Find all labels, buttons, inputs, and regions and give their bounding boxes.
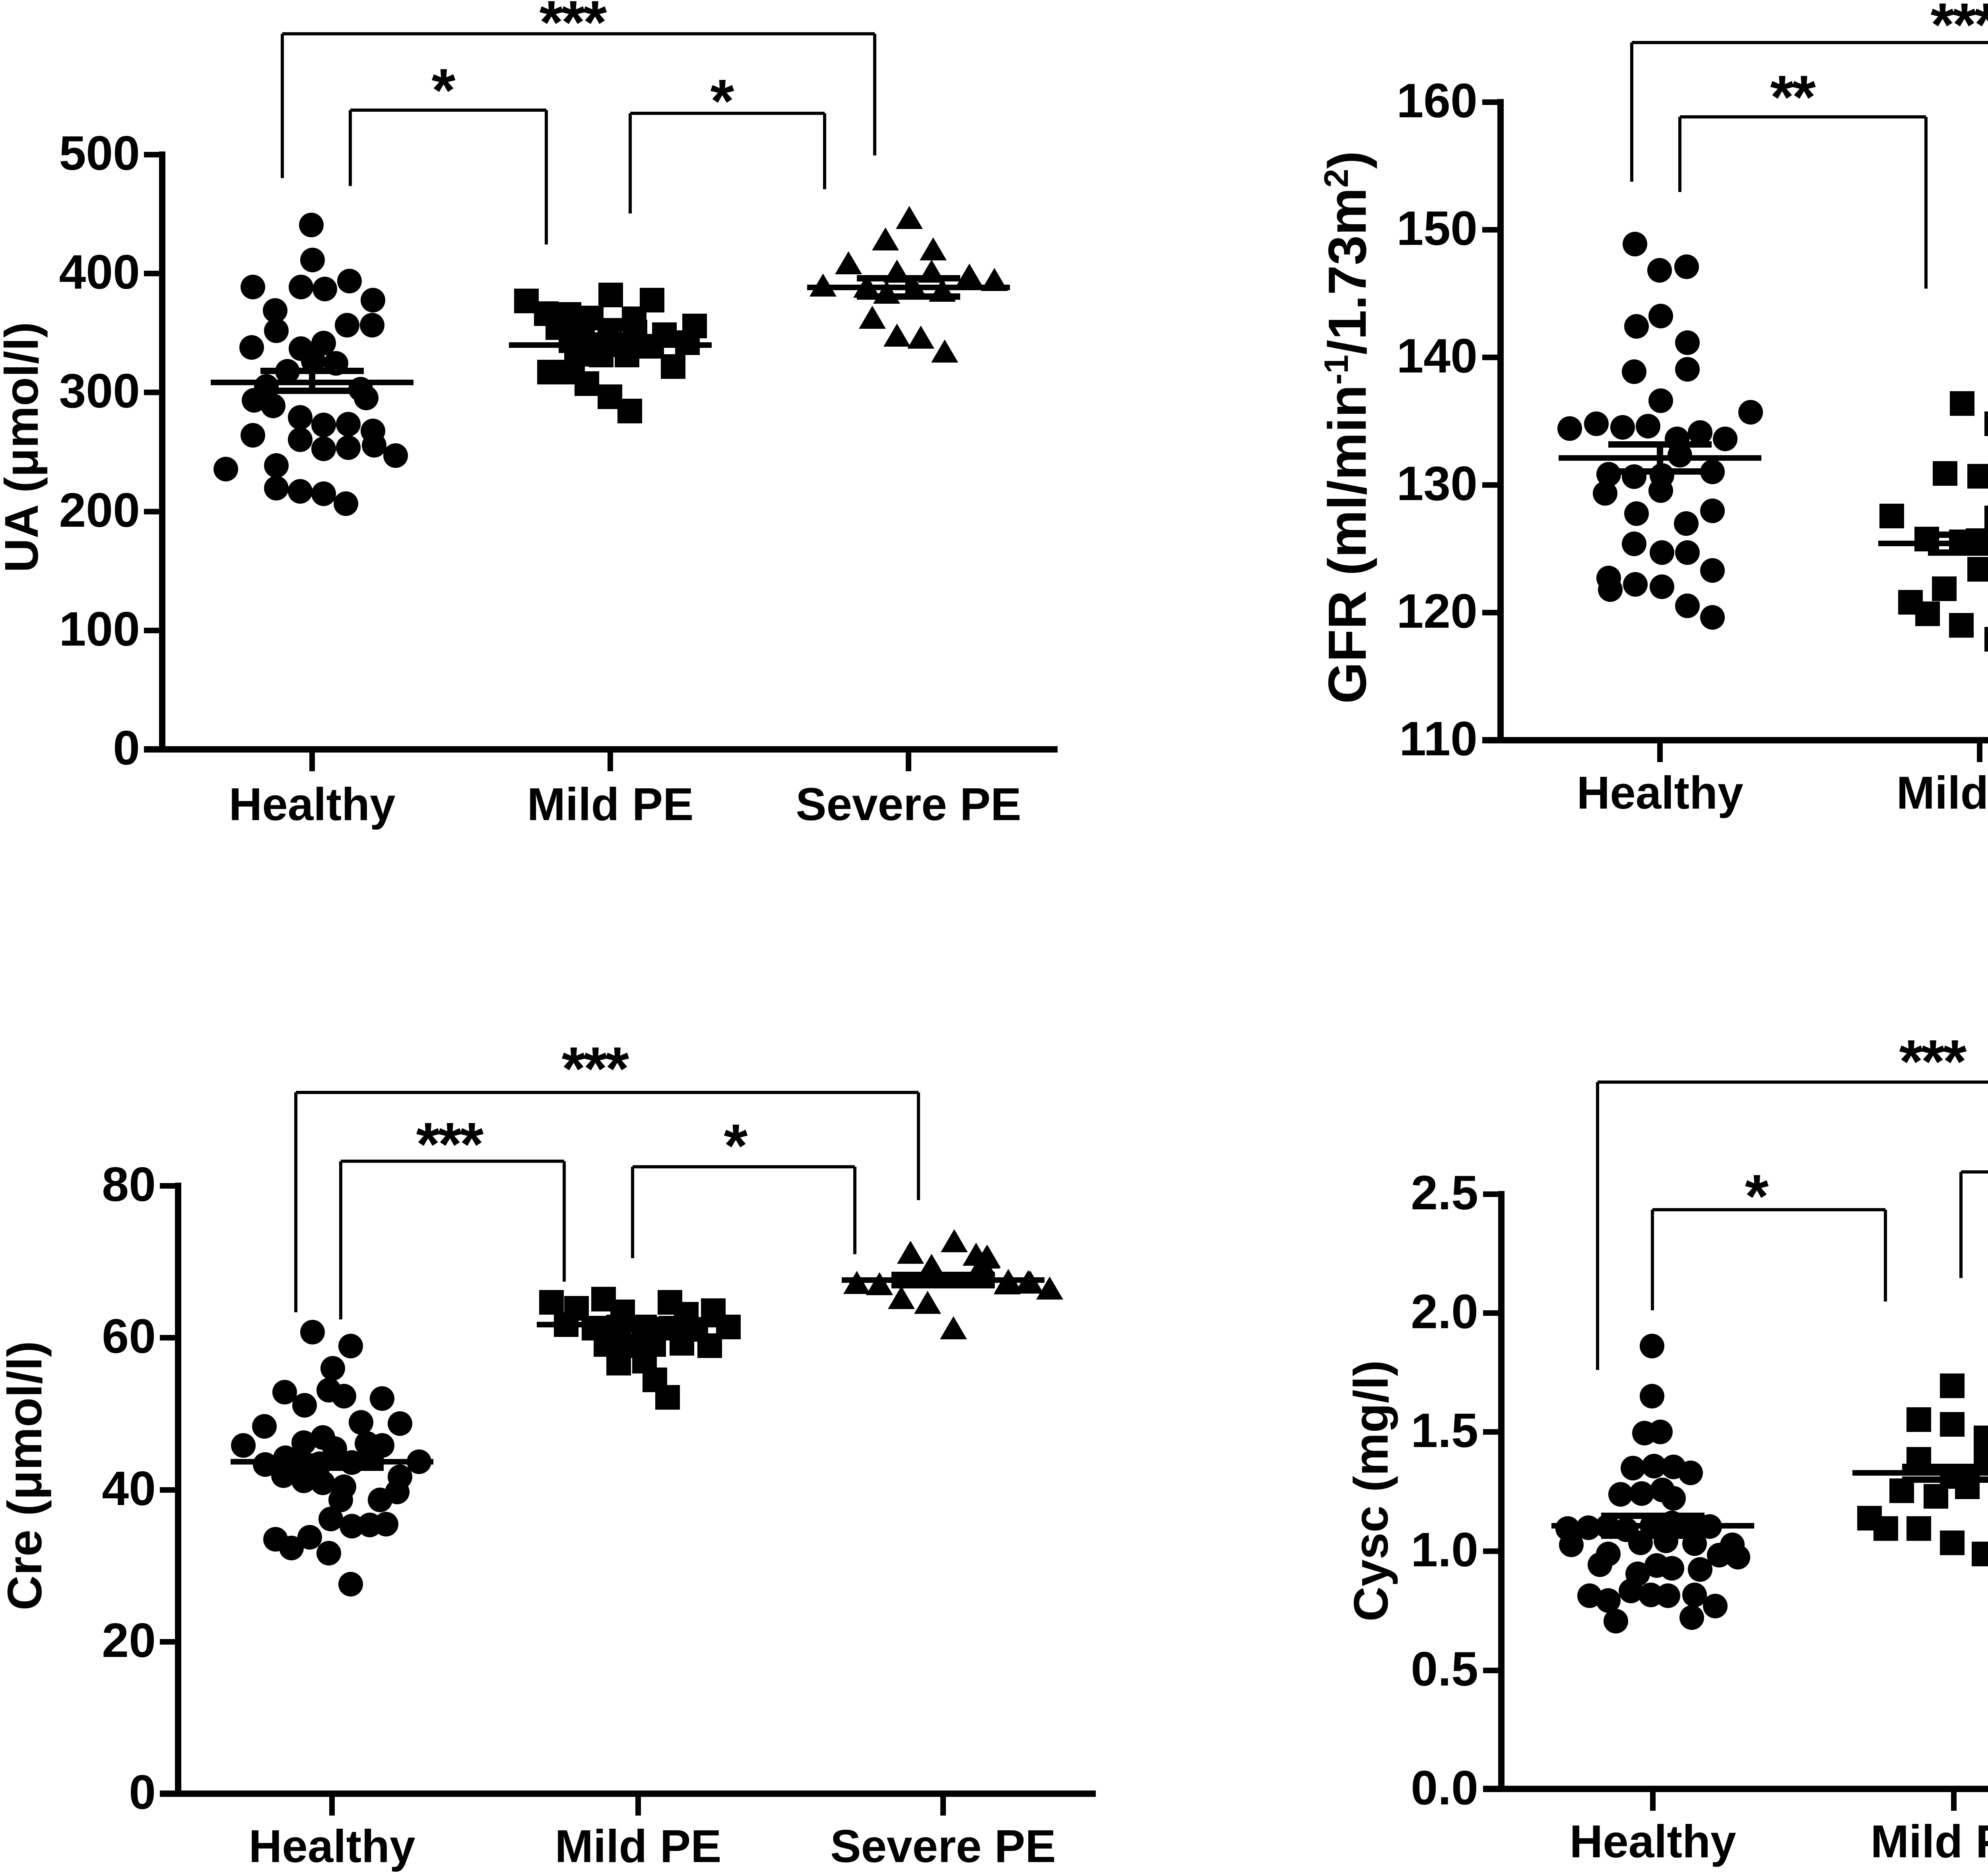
- svg-text:Cre (μmol/l): Cre (μmol/l): [0, 1341, 52, 1610]
- svg-text:Severe PE: Severe PE: [830, 1820, 1056, 1872]
- svg-text:***: ***: [416, 1110, 484, 1178]
- svg-text:Healthy: Healthy: [1569, 1816, 1736, 1867]
- svg-text:1.5: 1.5: [1411, 1403, 1478, 1457]
- svg-text:Healthy: Healthy: [1576, 767, 1743, 819]
- svg-text:Mild PE: Mild PE: [1897, 767, 1988, 819]
- svg-text:***: ***: [1931, 0, 1988, 59]
- svg-text:160: 160: [1396, 74, 1477, 128]
- svg-text:Healthy: Healthy: [248, 1820, 415, 1872]
- svg-text:0.0: 0.0: [1411, 1761, 1478, 1815]
- svg-text:Mild PE: Mild PE: [555, 1820, 722, 1872]
- svg-text:Severe PE: Severe PE: [796, 778, 1021, 830]
- svg-text:20: 20: [102, 1613, 156, 1667]
- svg-text:400: 400: [59, 245, 140, 299]
- svg-text:GFR (ml/min-1/1.73m2): GFR (ml/min-1/1.73m2): [1317, 151, 1377, 704]
- svg-text:Cysc (mg/l): Cysc (mg/l): [1344, 1360, 1398, 1622]
- svg-text:120: 120: [1396, 584, 1477, 638]
- svg-text:0: 0: [129, 1765, 156, 1819]
- svg-text:*: *: [711, 67, 734, 135]
- svg-text:80: 80: [102, 1157, 156, 1211]
- svg-text:0: 0: [113, 721, 140, 775]
- svg-text:1.0: 1.0: [1411, 1523, 1478, 1577]
- svg-text:140: 140: [1396, 329, 1477, 383]
- svg-text:300: 300: [59, 364, 140, 418]
- svg-text:***: ***: [562, 1034, 629, 1103]
- svg-text:*: *: [432, 56, 456, 124]
- svg-text:40: 40: [102, 1461, 156, 1515]
- svg-text:0.5: 0.5: [1411, 1642, 1478, 1696]
- svg-text:*: *: [724, 1112, 748, 1180]
- svg-text:***: ***: [1899, 1027, 1967, 1096]
- svg-text:*: *: [1745, 1162, 1769, 1230]
- svg-text:**: **: [1770, 63, 1816, 131]
- svg-text:Healthy: Healthy: [229, 778, 395, 830]
- svg-text:2.5: 2.5: [1411, 1166, 1478, 1220]
- svg-text:Mild PE: Mild PE: [1871, 1816, 1988, 1867]
- svg-text:Mild PE: Mild PE: [527, 778, 694, 830]
- svg-text:60: 60: [102, 1309, 156, 1363]
- svg-text:UA (μmol/l): UA (μmol/l): [0, 322, 48, 572]
- svg-text:130: 130: [1396, 456, 1477, 510]
- svg-text:2.0: 2.0: [1411, 1284, 1478, 1339]
- svg-text:200: 200: [59, 483, 140, 537]
- svg-text:110: 110: [1399, 712, 1477, 766]
- svg-text:500: 500: [59, 126, 140, 180]
- svg-text:***: ***: [540, 0, 607, 56]
- svg-text:150: 150: [1396, 201, 1477, 255]
- svg-text:100: 100: [59, 602, 140, 656]
